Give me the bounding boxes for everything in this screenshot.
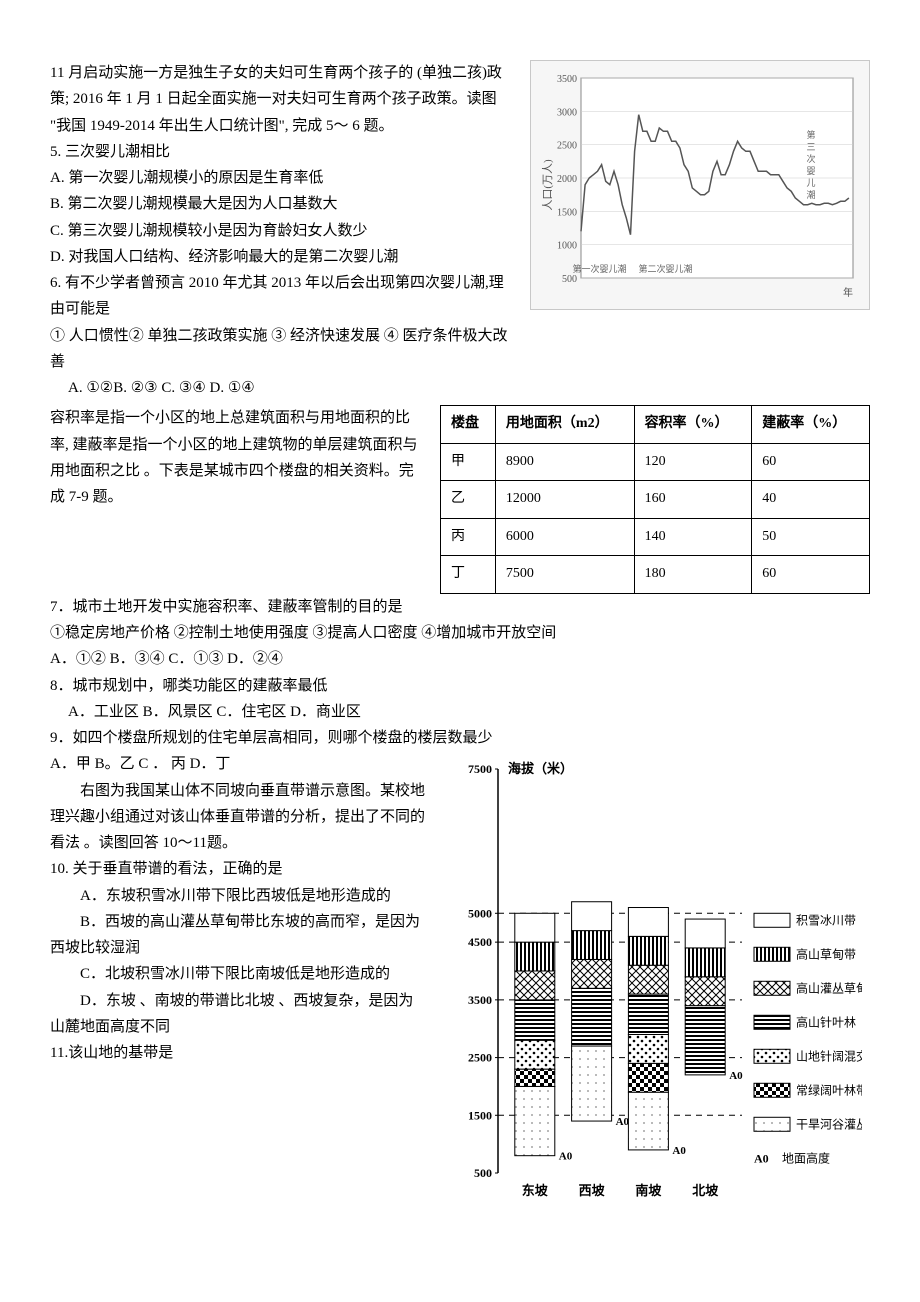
svg-text:西坡: 西坡 [579,1183,606,1198]
block-table: 容积率是指一个小区的地上总建筑面积与用地面积的比率, 建蔽率是指一个小区的地上建… [50,405,870,594]
svg-text:年: 年 [843,286,853,299]
svg-text:地面高度: 地面高度 [782,1151,830,1166]
q7: 7．城市土地开发中实施容积率、建蔽率管制的目的是 [50,594,870,620]
svg-text:4500: 4500 [468,935,492,949]
svg-text:婴: 婴 [806,166,815,176]
table-cell: 8900 [495,443,634,481]
q10-opt-a: A．东坡积雪冰川带下限比西坡低是地形造成的 [50,883,426,909]
table-row: 丁750018060 [441,556,870,594]
intro-2: 容积率是指一个小区的地上总建筑面积与用地面积的比率, 建蔽率是指一个小区的地上建… [50,405,426,510]
q8: 8．城市规划中，哪类功能区的建蔽率最低 [50,673,870,699]
table-row: 乙1200016040 [441,481,870,519]
table-cell: 120 [634,443,752,481]
q10-opt-d: D．东坡 、南坡的带谱比北坡 、西坡复杂，是因为山麓地面高度不同 [50,988,426,1041]
q7-options: A．①② B．③④ C．①③ D．②④ [50,646,870,672]
table-cell: 140 [634,518,752,556]
q6-stems: ① 人口惯性② 单独二孩政策实施 ③ 经济快速发展 ④ 医疗条件极大改善 [50,323,516,376]
table-cell: 甲 [441,443,496,481]
table-cell: 丙 [441,518,496,556]
svg-text:2500: 2500 [468,1051,492,1065]
table-cell: 40 [752,481,870,519]
svg-text:东坡: 东坡 [522,1183,549,1198]
q10-opt-b: B．西坡的高山灌丛草甸带比东坡的高而窄，是因为西坡比较湿润 [50,909,426,962]
svg-text:500: 500 [474,1166,492,1180]
svg-text:500: 500 [562,274,577,285]
svg-text:三: 三 [806,142,815,152]
q5-opt-c: C. 第三次婴儿潮规模较小是因为育龄妇女人数少 [50,218,516,244]
svg-text:干旱河谷灌丛带: 干旱河谷灌丛带 [796,1118,862,1132]
svg-text:潮: 潮 [806,189,815,200]
table-cell: 6000 [495,518,634,556]
svg-text:A0: A0 [559,1151,573,1163]
svg-text:2000: 2000 [557,174,577,185]
q8-options: A．工业区 B．风景区 C．住宅区 D．商业区 [68,699,870,725]
svg-text:3500: 3500 [557,74,577,85]
table-header: 用地面积（m2） [495,406,634,444]
table-row: 甲890012060 [441,443,870,481]
text-col-1: 11 月启动实施一方是独生子女的夫妇可生育两个孩子的 (单独二孩)政策; 201… [50,60,516,401]
table-cell: 160 [634,481,752,519]
svg-text:1500: 1500 [557,207,577,218]
table-cell: 180 [634,556,752,594]
svg-text:第二次婴儿潮: 第二次婴儿潮 [638,263,692,274]
intro-1: 11 月启动实施一方是独生子女的夫妇可生育两个孩子的 (单独二孩)政策; 201… [50,60,516,139]
text-col-3: A．甲 B。乙 C ． 丙 D．丁 右图为我国某山体不同坡向垂直带谱示意图。某校… [50,751,426,1066]
svg-text:7500: 7500 [468,762,492,776]
block-q5-q6: 11 月启动实施一方是独生子女的夫妇可生育两个孩子的 (单独二孩)政策; 201… [50,60,870,401]
svg-text:2500: 2500 [557,141,577,152]
q9-options: A．甲 B。乙 C ． 丙 D．丁 [50,751,426,777]
q7-stems: ①稳定房地产价格 ②控制土地使用强度 ③提高人口密度 ④增加城市开放空间 [50,620,870,646]
table-header: 建蔽率（%） [752,406,870,444]
q5-opt-a: A. 第一次婴儿潮规模小的原因是生育率低 [50,165,516,191]
svg-text:南坡: 南坡 [635,1183,662,1198]
svg-text:3500: 3500 [468,993,492,1007]
table-header: 容积率（%） [634,406,752,444]
svg-text:第: 第 [806,129,815,140]
births-line-chart: 500 1000 1500 2000 2500 3000 3500 人口(万人) 年 第一次婴儿潮… [530,60,870,310]
intro-3: 右图为我国某山体不同坡向垂直带谱示意图。某校地理兴趣小组通过对该山体垂直带谱的分… [50,778,426,857]
plot-ratio-table: 楼盘用地面积（m2）容积率（%）建蔽率（%） 甲890012060乙120001… [440,405,870,594]
svg-text:第一次婴儿潮: 第一次婴儿潮 [573,263,627,274]
q6-options: A. ①②B. ②③ C. ③④ D. ①④ [68,375,516,401]
svg-text:3000: 3000 [557,107,577,118]
svg-text:海拔（米）: 海拔（米） [508,761,573,776]
svg-text:高山灌丛草甸带: 高山灌丛草甸带 [796,981,862,996]
svg-text:人口(万人): 人口(万人) [541,159,554,211]
svg-text:山地针阔混交林带: 山地针阔混交林带 [796,1049,862,1064]
table-cell: 60 [752,556,870,594]
table-header: 楼盘 [441,406,496,444]
svg-text:A0: A0 [754,1152,769,1166]
svg-text:次: 次 [806,153,815,164]
q10: 10. 关于垂直带谱的看法，正确的是 [50,856,426,882]
q5: 5. 三次婴儿潮相比 [50,139,516,165]
q10-opt-c: C．北坡积雪冰川带下限比南坡低是地形造成的 [50,961,426,987]
svg-text:北坡: 北坡 [692,1183,719,1198]
table-cell: 50 [752,518,870,556]
svg-text:高山针叶林: 高山针叶林 [796,1015,856,1030]
svg-text:5000: 5000 [468,907,492,921]
svg-text:高山草甸带: 高山草甸带 [796,947,856,962]
table-cell: 丁 [441,556,496,594]
svg-text:A0: A0 [729,1070,743,1082]
svg-text:积雪冰川带: 积雪冰川带 [796,914,856,928]
q9: 9．如四个楼盘所规划的住宅单层高相同，则哪个楼盘的楼层数最少 [50,725,870,751]
q5-opt-d: D. 对我国人口结构、经济影响最大的是第二次婴儿潮 [50,244,516,270]
q5-opt-b: B. 第二次婴儿潮规模最大是因为人口基数大 [50,191,516,217]
block-q10-q11: A．甲 B。乙 C ． 丙 D．丁 右图为我国某山体不同坡向垂直带谱示意图。某校… [50,751,870,1211]
table-cell: 乙 [441,481,496,519]
svg-text:A0: A0 [672,1145,686,1157]
svg-text:A0: A0 [616,1116,630,1128]
svg-text:1000: 1000 [557,241,577,252]
table-cell: 60 [752,443,870,481]
table-cell: 7500 [495,556,634,594]
svg-text:1500: 1500 [468,1109,492,1123]
table-cell: 12000 [495,481,634,519]
table-row: 丙600014050 [441,518,870,556]
svg-text:常绿阔叶林带: 常绿阔叶林带 [796,1083,862,1098]
vertical-zone-chart: 海拔（米） 500 1500 2500 3500 4500 5000 7500 A0 东坡 A0 西坡… [440,751,870,1211]
q6: 6. 有不少学者曾预言 2010 年尤其 2013 年以后会出现第四次婴儿潮,理… [50,270,516,323]
q11: 11.该山地的基带是 [50,1040,426,1066]
svg-text:儿: 儿 [806,178,815,188]
